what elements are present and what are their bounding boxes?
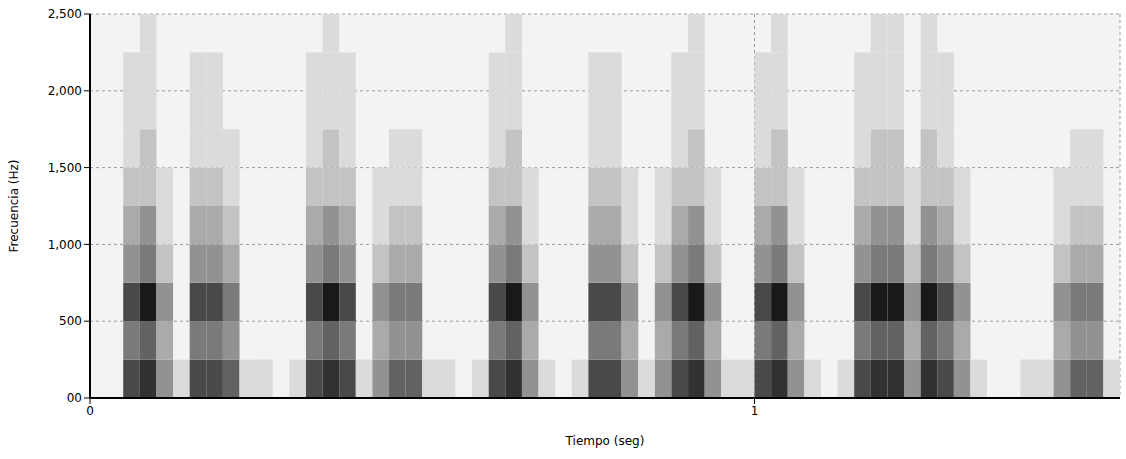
svg-text:Tiempo (seg): Tiempo (seg) bbox=[565, 434, 645, 448]
svg-text:500: 500 bbox=[59, 314, 82, 328]
svg-text:2,000: 2,000 bbox=[48, 84, 82, 98]
svg-text:Frecuencia (Hz): Frecuencia (Hz) bbox=[7, 159, 21, 252]
svg-text:1: 1 bbox=[751, 404, 759, 418]
svg-text:1,500: 1,500 bbox=[48, 161, 82, 175]
svg-text:1,000: 1,000 bbox=[48, 238, 82, 252]
svg-text:00: 00 bbox=[67, 391, 82, 405]
svg-text:2,500: 2,500 bbox=[48, 7, 82, 21]
svg-text:0: 0 bbox=[86, 404, 94, 418]
